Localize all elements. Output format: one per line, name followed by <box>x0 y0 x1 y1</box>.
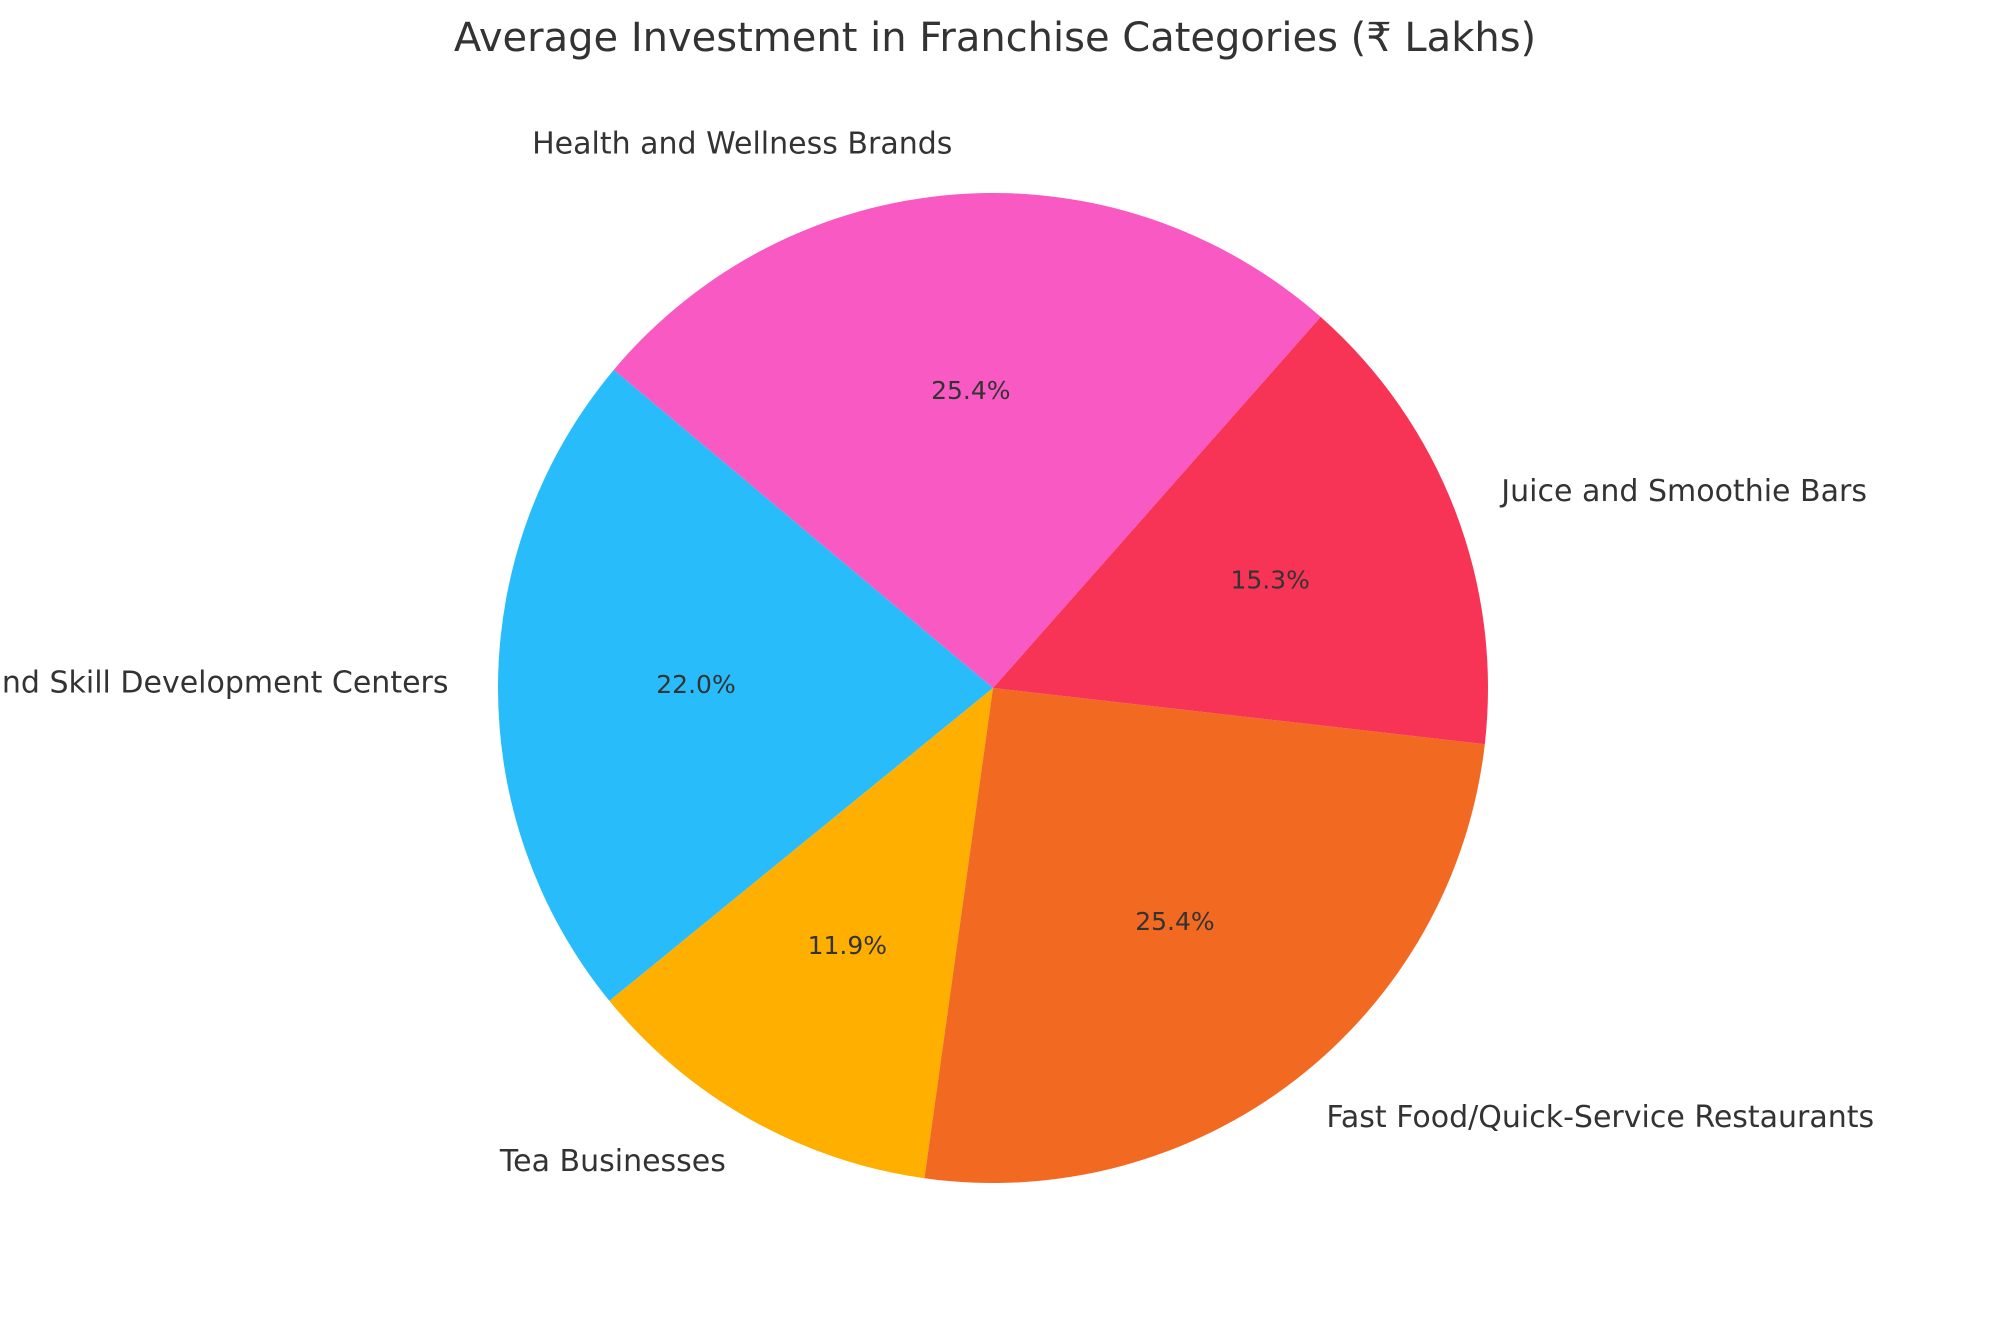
percent-label-educational-and-skill-development-centers: 22.0% <box>656 670 735 699</box>
category-label-tea-businesses: Tea Businesses <box>499 1144 726 1179</box>
category-label-health-and-wellness-brands: Health and Wellness Brands <box>532 127 952 162</box>
pie-slice-health-and-wellness-brands <box>613 192 1321 688</box>
percent-label-tea-businesses: 11.9% <box>808 931 887 960</box>
pie-slice-juice-and-smoothie-bars <box>993 316 1489 745</box>
pie-slice-educational-and-skill-development-centers <box>498 369 993 1001</box>
chart-title: Average Investment in Franchise Categori… <box>454 15 1536 61</box>
percent-label-fast-food-quick-service-restaurants: 25.4% <box>1135 907 1214 936</box>
pie-slices <box>498 192 1489 1183</box>
category-label-fast-food-quick-service-restaurants: Fast Food/Quick-Service Restaurants <box>1326 1100 1874 1135</box>
pie-slice-tea-businesses <box>609 688 993 1179</box>
percent-labels: 22.0% 11.9% 25.4% 15.3% 25.4% <box>656 376 1310 960</box>
percent-label-health-and-wellness-brands: 25.4% <box>931 376 1010 405</box>
pie-slice-fast-food-quick-service-restaurants <box>924 688 1485 1183</box>
category-label-educational-and-skill-development-centers: Educational and Skill Development Center… <box>0 666 449 701</box>
percent-label-juice-and-smoothie-bars: 15.3% <box>1230 566 1309 595</box>
category-labels: Educational and Skill Development Center… <box>0 127 1874 1180</box>
category-label-juice-and-smoothie-bars: Juice and Smoothie Bars <box>1499 474 1867 509</box>
